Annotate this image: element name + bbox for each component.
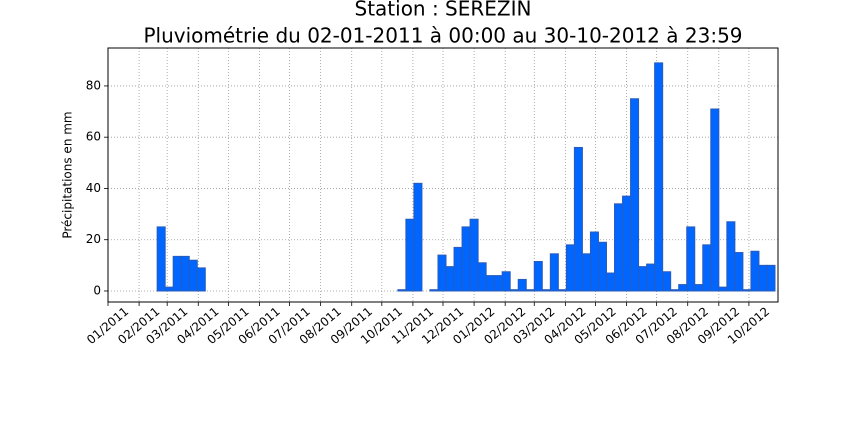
bar bbox=[766, 264, 776, 292]
bar bbox=[678, 284, 688, 292]
bar bbox=[718, 286, 728, 292]
bar bbox=[493, 275, 503, 292]
bar bbox=[485, 275, 495, 292]
bar bbox=[188, 259, 198, 292]
chart-subtitle: Pluviométrie du 02-01-2011 à 00:00 au 30… bbox=[143, 24, 742, 48]
bar bbox=[477, 262, 487, 292]
chart-title: Station : SEREZIN bbox=[355, 0, 532, 21]
bar bbox=[662, 271, 672, 292]
bar bbox=[630, 98, 640, 292]
bar bbox=[405, 218, 415, 292]
bar bbox=[429, 289, 439, 292]
bar bbox=[549, 253, 559, 292]
bar bbox=[437, 254, 447, 292]
bar bbox=[670, 289, 680, 292]
bar bbox=[397, 289, 407, 292]
bar bbox=[541, 289, 551, 292]
bar bbox=[758, 264, 768, 292]
bar bbox=[726, 221, 736, 292]
bar bbox=[172, 255, 182, 292]
bar bbox=[517, 278, 527, 292]
bar bbox=[581, 253, 591, 292]
bar bbox=[694, 284, 704, 292]
bar bbox=[565, 244, 575, 292]
bar bbox=[180, 255, 190, 292]
plot-frame bbox=[107, 47, 779, 303]
bar bbox=[702, 244, 712, 292]
bar bbox=[445, 266, 455, 292]
bar bbox=[164, 286, 174, 292]
bar bbox=[750, 250, 760, 292]
bar bbox=[196, 267, 206, 292]
bar bbox=[638, 266, 648, 292]
bar bbox=[605, 272, 616, 292]
bar bbox=[501, 271, 511, 292]
bar bbox=[156, 226, 166, 292]
bar bbox=[654, 62, 664, 292]
bar bbox=[469, 218, 479, 292]
bar bbox=[734, 252, 744, 292]
bar bbox=[453, 246, 463, 292]
bar bbox=[557, 289, 567, 292]
bar bbox=[622, 195, 632, 292]
bar bbox=[614, 203, 624, 292]
bar bbox=[686, 226, 696, 292]
y-tick-label: 20 bbox=[86, 232, 101, 246]
bar bbox=[646, 263, 656, 292]
y-axis-label: Précipitations en mm bbox=[61, 111, 75, 238]
bar bbox=[742, 289, 752, 292]
y-tick-label: 80 bbox=[86, 78, 101, 92]
bar bbox=[533, 261, 543, 292]
bar bbox=[573, 146, 583, 292]
bar bbox=[597, 241, 607, 292]
y-tick-label: 60 bbox=[86, 130, 101, 144]
y-tick-label: 0 bbox=[93, 283, 101, 297]
bar bbox=[461, 226, 471, 292]
y-tick-label: 40 bbox=[86, 181, 101, 195]
bar bbox=[525, 289, 535, 292]
bar bbox=[413, 182, 423, 292]
bar bbox=[710, 108, 720, 292]
bar bbox=[509, 289, 519, 292]
bar bbox=[589, 231, 599, 292]
